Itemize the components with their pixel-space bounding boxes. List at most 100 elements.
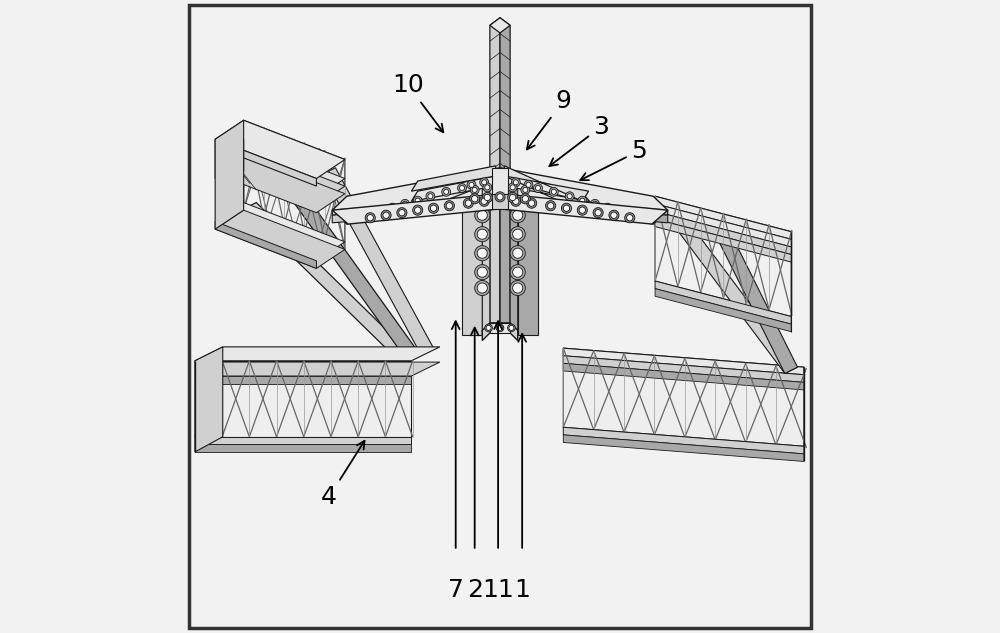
- Circle shape: [403, 201, 408, 206]
- Polygon shape: [500, 18, 510, 185]
- Polygon shape: [563, 435, 804, 461]
- Circle shape: [547, 203, 554, 209]
- Polygon shape: [655, 289, 791, 332]
- Circle shape: [397, 208, 407, 218]
- Polygon shape: [195, 361, 411, 437]
- Circle shape: [465, 200, 472, 206]
- Circle shape: [390, 205, 395, 210]
- Circle shape: [413, 205, 423, 215]
- Text: 3: 3: [549, 115, 609, 166]
- Circle shape: [485, 324, 492, 332]
- Circle shape: [509, 194, 516, 201]
- Circle shape: [611, 212, 617, 218]
- Circle shape: [388, 203, 397, 212]
- Circle shape: [511, 196, 521, 206]
- Circle shape: [444, 201, 454, 211]
- Circle shape: [534, 184, 542, 192]
- Circle shape: [509, 325, 514, 330]
- Circle shape: [413, 196, 422, 205]
- Circle shape: [577, 205, 587, 215]
- Polygon shape: [195, 347, 440, 361]
- Polygon shape: [482, 323, 518, 341]
- Polygon shape: [195, 347, 223, 452]
- Circle shape: [458, 184, 466, 192]
- Circle shape: [459, 185, 465, 191]
- Circle shape: [567, 194, 572, 199]
- Circle shape: [463, 198, 473, 208]
- Circle shape: [508, 192, 518, 203]
- Polygon shape: [215, 210, 345, 268]
- Circle shape: [401, 199, 409, 208]
- Circle shape: [524, 180, 533, 189]
- Polygon shape: [411, 176, 496, 201]
- Polygon shape: [215, 120, 345, 179]
- Circle shape: [497, 325, 503, 330]
- Text: 9: 9: [527, 89, 571, 149]
- Circle shape: [578, 196, 587, 205]
- Circle shape: [561, 203, 572, 213]
- Circle shape: [375, 206, 384, 215]
- Text: 11: 11: [482, 578, 514, 602]
- Circle shape: [415, 198, 420, 203]
- Polygon shape: [411, 166, 496, 191]
- Text: 1: 1: [514, 578, 530, 602]
- Circle shape: [475, 227, 490, 242]
- Polygon shape: [715, 228, 798, 373]
- Circle shape: [508, 183, 517, 192]
- Circle shape: [616, 206, 625, 215]
- Text: 5: 5: [580, 139, 647, 180]
- Circle shape: [381, 210, 391, 220]
- Polygon shape: [510, 185, 518, 335]
- Polygon shape: [497, 172, 503, 180]
- Circle shape: [579, 207, 585, 213]
- Polygon shape: [332, 196, 500, 215]
- Circle shape: [605, 205, 610, 210]
- Circle shape: [520, 194, 530, 204]
- Polygon shape: [215, 139, 316, 186]
- Polygon shape: [503, 172, 592, 204]
- Circle shape: [479, 196, 489, 206]
- Polygon shape: [195, 361, 411, 368]
- Circle shape: [415, 207, 421, 213]
- Polygon shape: [655, 219, 791, 262]
- Polygon shape: [655, 204, 791, 247]
- Text: 2: 2: [467, 578, 483, 602]
- Polygon shape: [490, 18, 510, 33]
- Circle shape: [442, 187, 451, 196]
- Circle shape: [496, 324, 504, 332]
- Circle shape: [510, 227, 525, 242]
- Circle shape: [595, 210, 601, 216]
- Circle shape: [481, 198, 487, 204]
- Circle shape: [508, 324, 515, 332]
- Circle shape: [480, 178, 489, 187]
- Circle shape: [477, 267, 487, 277]
- Polygon shape: [655, 211, 791, 254]
- Polygon shape: [462, 177, 500, 185]
- Polygon shape: [195, 444, 411, 452]
- Polygon shape: [563, 348, 804, 375]
- Text: 7: 7: [448, 578, 464, 602]
- Polygon shape: [215, 139, 244, 179]
- Circle shape: [483, 183, 492, 192]
- Circle shape: [428, 203, 439, 213]
- Polygon shape: [500, 177, 510, 330]
- Circle shape: [526, 182, 531, 187]
- Circle shape: [510, 265, 525, 280]
- Polygon shape: [482, 185, 490, 335]
- Polygon shape: [215, 139, 345, 197]
- Circle shape: [618, 208, 623, 213]
- Polygon shape: [215, 154, 345, 213]
- Circle shape: [546, 201, 556, 211]
- Circle shape: [522, 196, 528, 202]
- Circle shape: [510, 246, 525, 261]
- Circle shape: [383, 212, 389, 218]
- Polygon shape: [323, 168, 434, 354]
- Circle shape: [513, 198, 519, 204]
- Circle shape: [513, 283, 523, 293]
- Polygon shape: [563, 427, 804, 454]
- Text: 10: 10: [392, 73, 443, 132]
- Circle shape: [428, 194, 433, 199]
- Circle shape: [521, 185, 530, 194]
- Circle shape: [603, 203, 612, 212]
- Circle shape: [482, 192, 492, 203]
